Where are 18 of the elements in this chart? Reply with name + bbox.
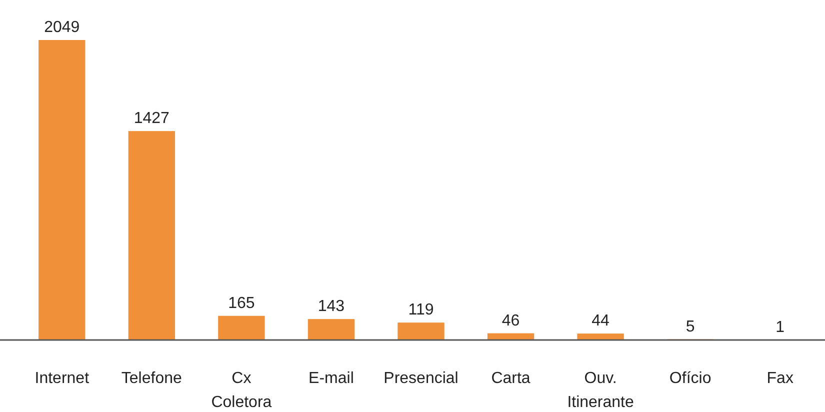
x-tick-label: Fax [766,370,794,387]
data-label: 1 [776,318,785,336]
data-label: 143 [318,298,345,316]
data-label: 5 [686,318,695,336]
x-tick-label: Internet [34,370,90,387]
x-tick-label: Ouv. Itinerante [567,370,634,411]
data-label: 46 [502,312,520,330]
data-label: 165 [228,294,255,312]
x-tick-label: Cx Coletora [211,370,272,411]
x-tick-label: E-mail [308,370,354,387]
data-label: 119 [408,302,434,319]
x-tick-label: Carta [491,370,530,387]
data-label: 1427 [134,110,170,128]
data-label: 44 [592,312,610,330]
x-tick-label: Presencial [384,370,458,387]
data-label: 2049 [44,19,80,36]
x-tick-label: Ofício [669,370,712,387]
x-tick-label: Telefone [121,370,182,387]
